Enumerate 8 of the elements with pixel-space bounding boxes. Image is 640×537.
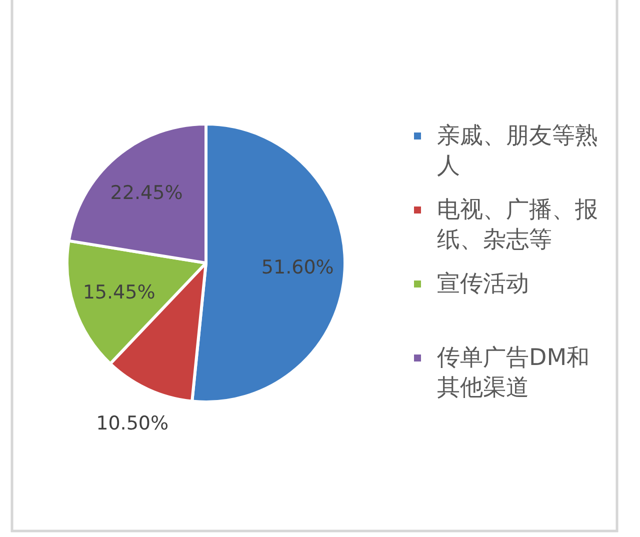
legend-label: 亲戚、朋友等熟人 [437,123,598,179]
data-label: 22.45% [110,182,183,204]
legend-label: 传单广告DM和其他渠道 [437,345,590,401]
legend-label: 宣传活动 [437,271,529,297]
data-label: 51.60% [261,256,334,279]
data-label: 15.45% [82,281,156,304]
data-label: 10.50% [96,412,169,434]
legend-label: 电视、广播、报纸、杂志等 [437,197,598,253]
